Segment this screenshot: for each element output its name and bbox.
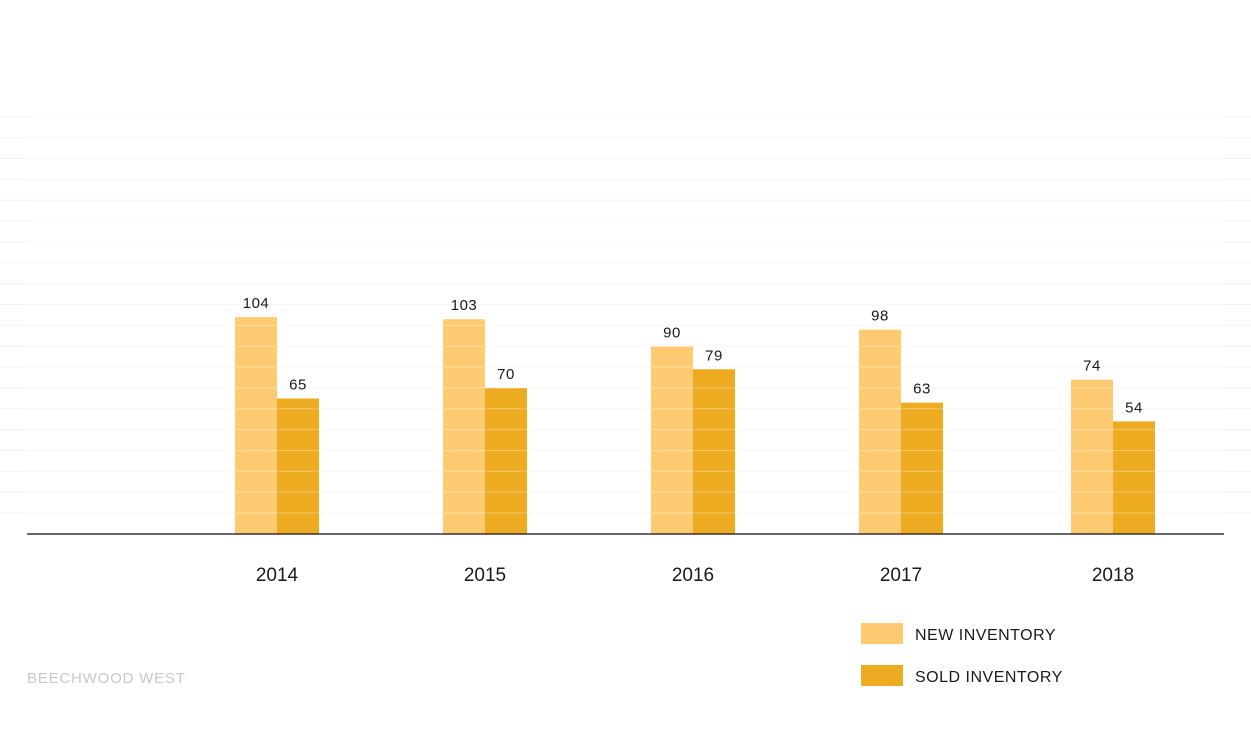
- value-label-new-2017: 98: [871, 308, 889, 325]
- value-label-new-2014: 104: [243, 295, 270, 312]
- bar-new-2016: [651, 346, 693, 534]
- bar-sold-2015: [485, 388, 527, 534]
- bar-sold-2018: [1113, 421, 1155, 534]
- legend-label-sold: SOLD INVENTORY: [915, 669, 1063, 686]
- value-label-new-2018: 74: [1083, 358, 1101, 375]
- value-labels: 104 65 103 70 90 79 98 63 74 54: [243, 295, 1143, 416]
- bar-sold-2016: [693, 369, 735, 534]
- legend-swatch-new: [861, 623, 903, 644]
- x-tick-2015: 2015: [464, 565, 506, 586]
- legend: NEW INVENTORY SOLD INVENTORY: [861, 623, 1063, 686]
- bar-new-2017: [859, 329, 901, 534]
- brand-watermark: BEECHWOOD WEST: [27, 670, 186, 687]
- bar-sold-2014: [277, 398, 319, 534]
- x-tick-2014: 2014: [256, 565, 299, 586]
- value-label-new-2015: 103: [451, 297, 478, 314]
- value-label-sold-2016: 79: [705, 347, 723, 364]
- legend-swatch-sold: [861, 665, 903, 686]
- legend-label-new: NEW INVENTORY: [915, 627, 1056, 644]
- value-label-new-2016: 90: [663, 324, 681, 341]
- value-label-sold-2014: 65: [289, 376, 307, 393]
- value-label-sold-2018: 54: [1125, 399, 1143, 416]
- x-tick-labels: 2014 2015 2016 2017 2018: [256, 565, 1134, 586]
- bar-new-2014: [235, 317, 277, 534]
- value-label-sold-2017: 63: [913, 381, 931, 398]
- bar-new-2015: [443, 319, 485, 534]
- gridlines: [0, 116, 1251, 514]
- value-label-sold-2015: 70: [497, 366, 515, 383]
- bar-new-2018: [1071, 379, 1113, 534]
- x-tick-2016: 2016: [672, 565, 714, 586]
- bar-sold-2017: [901, 402, 943, 534]
- bars: [235, 317, 1155, 534]
- x-tick-2017: 2017: [880, 565, 922, 586]
- bar-stripes: [27, 116, 1224, 514]
- x-tick-2018: 2018: [1092, 565, 1134, 586]
